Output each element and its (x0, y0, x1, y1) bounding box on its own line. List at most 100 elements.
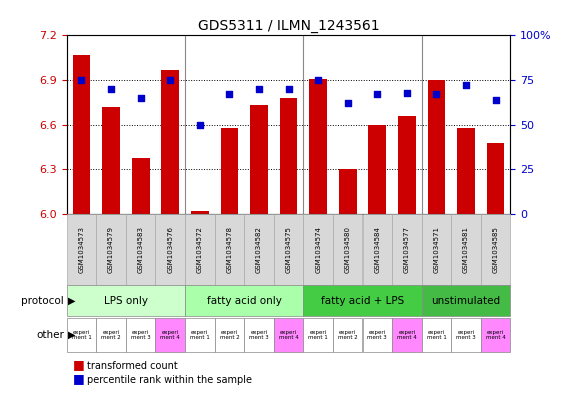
Bar (457, 128, 475, 214)
Text: fatty acid only: fatty acid only (206, 296, 282, 306)
Bar (422, 214, 451, 285)
Title: GDS5311 / ILMN_1243561: GDS5311 / ILMN_1243561 (198, 19, 379, 33)
Text: GSM1034581: GSM1034581 (463, 226, 469, 273)
Bar (487, 143, 505, 214)
Bar (215, 214, 244, 285)
Bar (339, 169, 357, 214)
Bar (451, 214, 481, 285)
Text: ▶: ▶ (68, 296, 75, 306)
Text: other: other (36, 330, 64, 340)
Bar (96, 318, 126, 352)
Point (107, 86, 116, 92)
Bar (422, 318, 451, 352)
Text: ■: ■ (72, 372, 84, 385)
Bar (398, 116, 416, 214)
Text: experi
ment 4: experi ment 4 (485, 330, 506, 340)
Bar (102, 107, 120, 214)
Bar (274, 318, 303, 352)
Text: experi
ment 4: experi ment 4 (397, 330, 417, 340)
Bar (274, 214, 303, 285)
Bar (67, 214, 96, 285)
Bar (244, 214, 274, 285)
Bar (155, 214, 185, 285)
Point (343, 100, 352, 107)
Point (313, 77, 322, 83)
Text: GSM1034573: GSM1034573 (78, 226, 85, 273)
Text: experi
ment 3: experi ment 3 (249, 330, 269, 340)
Point (224, 91, 234, 97)
Text: GSM1034582: GSM1034582 (256, 226, 262, 273)
Text: GSM1034572: GSM1034572 (197, 226, 203, 273)
Text: experi
ment 1: experi ment 1 (426, 330, 447, 340)
Bar (220, 128, 238, 214)
Bar (244, 318, 274, 352)
Bar (132, 158, 150, 214)
Point (255, 86, 264, 92)
Bar (72, 55, 90, 214)
Point (284, 86, 293, 92)
Bar (309, 79, 327, 214)
Text: transformed count: transformed count (87, 362, 177, 371)
Text: protocol: protocol (21, 296, 64, 306)
Bar (303, 214, 333, 285)
Bar (155, 318, 185, 352)
Bar (185, 318, 215, 352)
Bar (303, 285, 422, 316)
Text: GSM1034578: GSM1034578 (226, 226, 233, 273)
Bar (280, 98, 298, 214)
Bar (362, 214, 392, 285)
Bar (185, 285, 303, 316)
Bar (191, 211, 209, 214)
Text: GSM1034571: GSM1034571 (433, 226, 440, 273)
Bar (303, 318, 333, 352)
Point (195, 122, 204, 128)
Text: GSM1034576: GSM1034576 (167, 226, 173, 273)
Text: fatty acid + LPS: fatty acid + LPS (321, 296, 404, 306)
Point (372, 91, 382, 97)
Bar (427, 80, 445, 214)
Text: experi
ment 3: experi ment 3 (456, 330, 476, 340)
Bar (215, 318, 244, 352)
Text: GSM1034580: GSM1034580 (345, 226, 351, 273)
Text: percentile rank within the sample: percentile rank within the sample (87, 375, 252, 385)
Bar (126, 318, 155, 352)
Text: ■: ■ (72, 358, 84, 371)
Bar (451, 318, 481, 352)
Bar (333, 318, 362, 352)
Point (166, 77, 175, 83)
Text: GSM1034585: GSM1034585 (492, 226, 499, 273)
Bar (362, 318, 392, 352)
Bar (481, 318, 510, 352)
Bar (422, 285, 510, 316)
Text: GSM1034583: GSM1034583 (137, 226, 144, 273)
Text: GSM1034579: GSM1034579 (108, 226, 114, 273)
Text: GSM1034584: GSM1034584 (374, 226, 380, 273)
Bar (67, 285, 185, 316)
Text: experi
ment 4: experi ment 4 (160, 330, 180, 340)
Text: experi
ment 1: experi ment 1 (71, 330, 92, 340)
Text: experi
ment 2: experi ment 2 (338, 330, 358, 340)
Bar (481, 214, 510, 285)
Bar (67, 318, 96, 352)
Point (403, 90, 412, 96)
Text: unstimulated: unstimulated (432, 296, 501, 306)
Text: experi
ment 4: experi ment 4 (278, 330, 299, 340)
Bar (250, 105, 268, 214)
Text: experi
ment 3: experi ment 3 (367, 330, 387, 340)
Point (432, 91, 441, 97)
Text: experi
ment 2: experi ment 2 (101, 330, 121, 340)
Point (491, 97, 500, 103)
Bar (126, 214, 155, 285)
Bar (392, 214, 422, 285)
Text: GSM1034574: GSM1034574 (315, 226, 321, 273)
Text: experi
ment 1: experi ment 1 (190, 330, 210, 340)
Point (462, 82, 471, 88)
Point (136, 95, 145, 101)
Text: GSM1034575: GSM1034575 (285, 226, 292, 273)
Bar (368, 125, 386, 214)
Text: LPS only: LPS only (104, 296, 148, 306)
Bar (185, 214, 215, 285)
Point (77, 77, 86, 83)
Bar (392, 318, 422, 352)
Bar (96, 214, 126, 285)
